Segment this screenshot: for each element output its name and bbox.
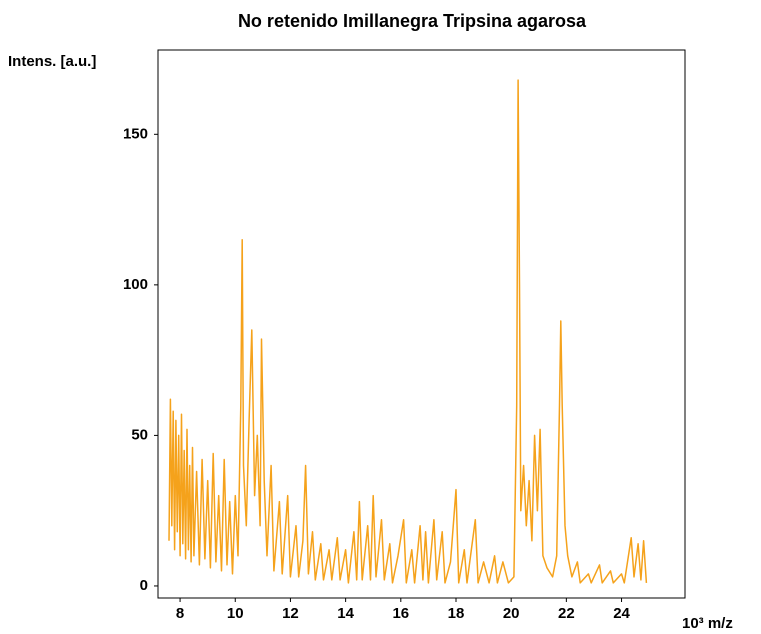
y-tick-label: 100 <box>123 276 148 293</box>
y-axis-label: Intens. [a.u.] <box>8 53 96 70</box>
x-tick-label: 10 <box>227 605 244 622</box>
x-tick-label: 20 <box>503 605 520 622</box>
x-tick-label: 18 <box>448 605 465 622</box>
y-tick-label: 0 <box>140 577 148 594</box>
x-axis-label: 10³ m/z <box>682 615 733 632</box>
x-tick-label: 14 <box>337 605 354 622</box>
x-tick-label: 24 <box>613 605 630 622</box>
x-tick-label: 8 <box>176 605 184 622</box>
chart-title: No retenido Imillanegra Tripsina agarosa <box>238 11 587 31</box>
y-tick-label: 150 <box>123 125 148 142</box>
x-tick-label: 12 <box>282 605 299 622</box>
y-tick-label: 50 <box>131 426 148 443</box>
spectrum-line <box>168 79 648 584</box>
plot-frame <box>157 49 686 599</box>
x-tick-label: 16 <box>392 605 409 622</box>
x-tick-label: 22 <box>558 605 575 622</box>
